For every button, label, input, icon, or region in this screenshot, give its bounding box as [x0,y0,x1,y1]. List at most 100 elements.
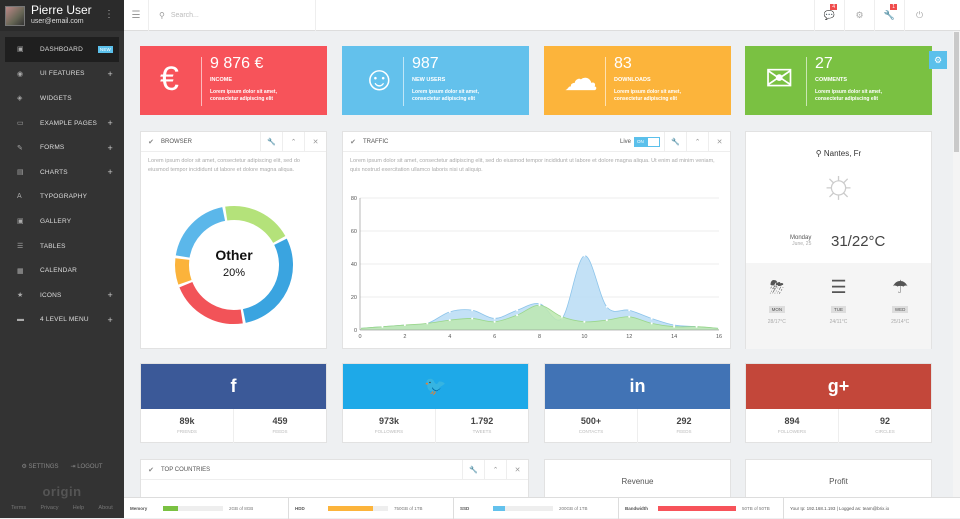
sidebar-item-charts[interactable]: ▤ CHARTS + [0,160,124,185]
stat-desc: Lorem ipsum dolor sit amet, consectetur a… [210,89,277,102]
traffic-series-area-0 [360,255,719,330]
stat-card-income[interactable]: €9 876 € INCOME Lorem ipsum dolor sit amet… [140,46,327,115]
social-card-3[interactable]: g+ 894 FOLLOWERS 92 CIRCLES [745,363,932,443]
power-icon[interactable]: ⏻ [904,0,934,31]
traffic-panel: ✔ TRAFFIC Live ON 🔧 ⌃ ✕ Lorem ipsum dolor si… [342,131,731,349]
close-icon[interactable]: ✕ [708,132,730,152]
traffic-point[interactable] [560,315,563,318]
sidebar-item-widgets[interactable]: ◈ WIDGETS [0,86,124,111]
traffic-point[interactable] [381,325,384,328]
social-icon: f [141,364,326,409]
expand-icon[interactable]: + [107,68,113,79]
traffic-point[interactable] [673,325,676,328]
wrench-icon[interactable]: 🔧 [664,132,686,152]
social-card-1[interactable]: 🐦 973k FOLLOWERS 1.792 TWEETS [342,363,529,443]
collapse-icon[interactable]: ⌃ [484,460,506,480]
expand-icon[interactable]: + [107,167,113,178]
stat-card-downloads[interactable]: ☁ 83 DOWNLOADS Lorem ipsum dolor sit amet, c… [544,46,731,115]
help-link[interactable]: Help [72,505,85,511]
traffic-point[interactable] [448,310,451,313]
y-tick-label: 0 [354,328,357,334]
sidebar-item-4-level-menu[interactable]: ▬ 4 LEVEL MENU + [0,308,124,333]
settings-link[interactable]: ⚙ SETTINGS [21,464,59,470]
sidebar-item-icons[interactable]: ★ ICONS + [0,283,124,308]
live-toggle[interactable]: ON [634,137,660,147]
traffic-point[interactable] [493,317,496,320]
memory-progress-fill [163,506,178,511]
donut-slice-0[interactable] [225,206,286,244]
wrench-icon[interactable]: 🔧 [260,132,282,152]
social-icon: 🐦 [343,364,528,409]
sidebar-item-forms[interactable]: ✎ FORMS + [0,135,124,160]
expand-icon[interactable]: + [107,142,113,153]
traffic-point[interactable] [718,327,720,330]
nav-icon: ▦ [17,267,24,275]
traffic-point[interactable] [673,324,676,327]
wrench-icon[interactable]: 🔧 [462,460,484,480]
sidebar-item-gallery[interactable]: ▣ GALLERY [0,209,124,234]
search-input[interactable]: Search... [170,12,199,19]
expand-icon[interactable]: + [107,314,113,325]
traffic-point[interactable] [471,309,474,312]
y-tick-label: 60 [351,229,357,235]
expand-icon[interactable]: + [107,118,113,129]
close-icon[interactable]: ✕ [304,132,326,152]
close-icon[interactable]: ✕ [506,460,528,480]
traffic-point[interactable] [538,304,541,307]
traffic-point[interactable] [403,324,406,327]
stat-card-new-users[interactable]: ☺ 987 NEW USERS Lorem ipsum dolor sit amet,… [342,46,529,115]
stat-label: DOWNLOADS [614,77,651,83]
traffic-point[interactable] [516,309,519,312]
wrench-icon[interactable]: 🔧 1 [874,0,904,31]
settings-icon[interactable]: ⚙ [844,0,874,31]
menu-toggle-icon[interactable]: ☰ [124,0,149,31]
traffic-point[interactable] [605,319,608,322]
traffic-point[interactable] [583,254,586,257]
traffic-point[interactable] [448,319,451,322]
traffic-point[interactable] [516,314,519,317]
sidebar-item-calendar[interactable]: ▦ CALENDAR [0,258,124,283]
user-menu-icon[interactable]: ⋮ [104,9,114,20]
traffic-point[interactable] [628,315,631,318]
traffic-point[interactable] [605,305,608,308]
donut-slice-1[interactable] [242,238,293,323]
sidebar-item-tables[interactable]: ☰ TABLES [0,234,124,259]
traffic-point[interactable] [650,317,653,320]
avatar[interactable] [5,5,25,26]
messages-icon[interactable]: 💬 4 [814,0,844,31]
terms-link[interactable]: Terms [11,505,27,511]
traffic-series-area-1 [360,305,719,330]
donut-slice-4[interactable] [175,207,226,258]
privacy-link[interactable]: Privacy [40,505,59,511]
collapse-icon[interactable]: ⌃ [282,132,304,152]
theme-settings-icon[interactable]: ⚙ [929,51,947,69]
logout-link[interactable]: ⇥ LOGOUT [70,464,103,470]
forecast-day: ⛈ MON 28/17°C [746,263,808,349]
social-card-0[interactable]: f 89k FRIENDS 459 FEEDS [140,363,327,443]
traffic-point[interactable] [471,317,474,320]
traffic-point[interactable] [583,320,586,323]
donut-slice-3[interactable] [175,258,192,285]
collapse-icon[interactable]: ⌃ [686,132,708,152]
about-link[interactable]: About [98,505,113,511]
user-panel[interactable]: Pierre User user@email.com ⋮ [0,0,124,31]
traffic-point[interactable] [628,309,631,312]
traffic-point[interactable] [493,320,496,323]
traffic-point[interactable] [426,322,429,325]
traffic-point[interactable] [650,322,653,325]
stat-card-comments[interactable]: ✉ 27 COMMENTS Lorem ipsum dolor sit amet, co… [745,46,932,115]
social-card-2[interactable]: in 500+ CONTACTS 292 FEEDS [544,363,731,443]
sidebar-item-dashboard[interactable]: ▣ DASHBOARD NEW [5,37,119,62]
sidebar-item-label: GALLERY [40,217,72,225]
traffic-point[interactable] [695,325,698,328]
sidebar-item-example-pages[interactable]: ▭ EXAMPLE PAGES + [0,111,124,136]
scrollbar[interactable] [953,31,960,497]
search-box[interactable]: ⚲ Search... [150,0,316,31]
sidebar-item-ui-features[interactable]: ◉ UI FEATURES + [0,62,124,87]
traffic-point[interactable] [538,302,541,305]
check-icon: ✔ [148,466,154,474]
expand-icon[interactable]: + [107,290,113,301]
sidebar-item-typography[interactable]: A TYPOGRAPHY [0,185,124,210]
donut-slice-2[interactable] [179,281,243,324]
top-countries-title: TOP COUNTRIES [161,466,211,473]
